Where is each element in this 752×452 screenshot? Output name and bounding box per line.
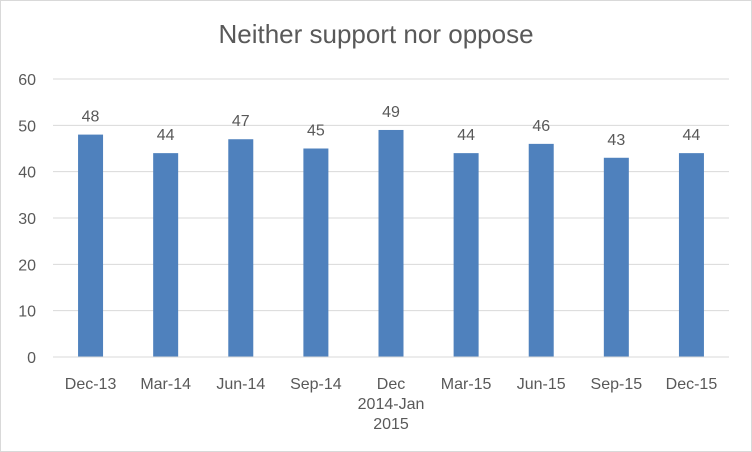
bars (78, 129, 704, 357)
bar (153, 153, 179, 357)
data-label: 43 (607, 132, 625, 149)
x-tick-label-line: Sep-15 (591, 376, 643, 393)
x-tick-label: Dec 2014-Jan 2015 (358, 376, 425, 433)
data-label: 45 (307, 123, 325, 140)
y-tick-label: 20 (18, 257, 36, 274)
y-tick-label: 40 (18, 165, 36, 182)
bar (603, 157, 629, 357)
y-tick-label: 10 (18, 304, 36, 321)
y-tick-label: 60 (18, 72, 36, 89)
chart-title: Neither support nor oppose (218, 19, 534, 49)
x-tick-label-line: Dec (377, 376, 405, 393)
x-tick-label-line: Dec-15 (666, 376, 718, 393)
y-tick-label: 30 (18, 211, 36, 228)
bar (78, 134, 104, 357)
x-tick-label-line: 2015 (373, 416, 409, 433)
x-tick-label-line: Jun-14 (216, 376, 265, 393)
data-label: 47 (232, 113, 250, 130)
data-label: 48 (82, 109, 100, 126)
data-label: 49 (382, 104, 400, 121)
x-tick-label: Sep-14 (290, 376, 342, 393)
x-tick-label: Jun-14 (216, 376, 265, 393)
bar (678, 153, 704, 357)
x-tick-label: Dec-13 (65, 376, 117, 393)
bar (378, 129, 404, 357)
x-tick-label-line: Mar-14 (140, 376, 191, 393)
x-tick-label-line: Sep-14 (290, 376, 342, 393)
y-tick-label: 50 (18, 118, 36, 135)
x-tick-label: Jun-15 (517, 376, 566, 393)
x-tick-label-line: Mar-15 (441, 376, 492, 393)
y-axis-ticks: 0 10 20 30 40 50 60 (18, 72, 36, 367)
bar (453, 153, 479, 357)
data-label: 44 (457, 127, 475, 144)
x-tick-label-line: 2014-Jan (358, 396, 425, 413)
x-tick-label: Sep-15 (591, 376, 643, 393)
x-tick-label-line: Jun-15 (517, 376, 566, 393)
x-axis-labels: Dec-13 Mar-14 Jun-14 Sep-14 Dec 2014-Jan 2015 M… (65, 376, 718, 433)
data-label: 44 (683, 127, 701, 144)
x-tick-label: Mar-15 (441, 376, 492, 393)
bar (303, 148, 329, 357)
x-tick-label: Dec-15 (666, 376, 718, 393)
x-tick-label: Mar-14 (140, 376, 191, 393)
data-label: 46 (532, 118, 550, 135)
data-labels: 48 44 47 45 49 44 46 43 44 (82, 104, 701, 149)
y-tick-label: 0 (27, 350, 36, 367)
data-label: 44 (157, 127, 175, 144)
bar (228, 139, 254, 357)
bar (528, 143, 554, 357)
x-tick-label-line: Dec-13 (65, 376, 117, 393)
